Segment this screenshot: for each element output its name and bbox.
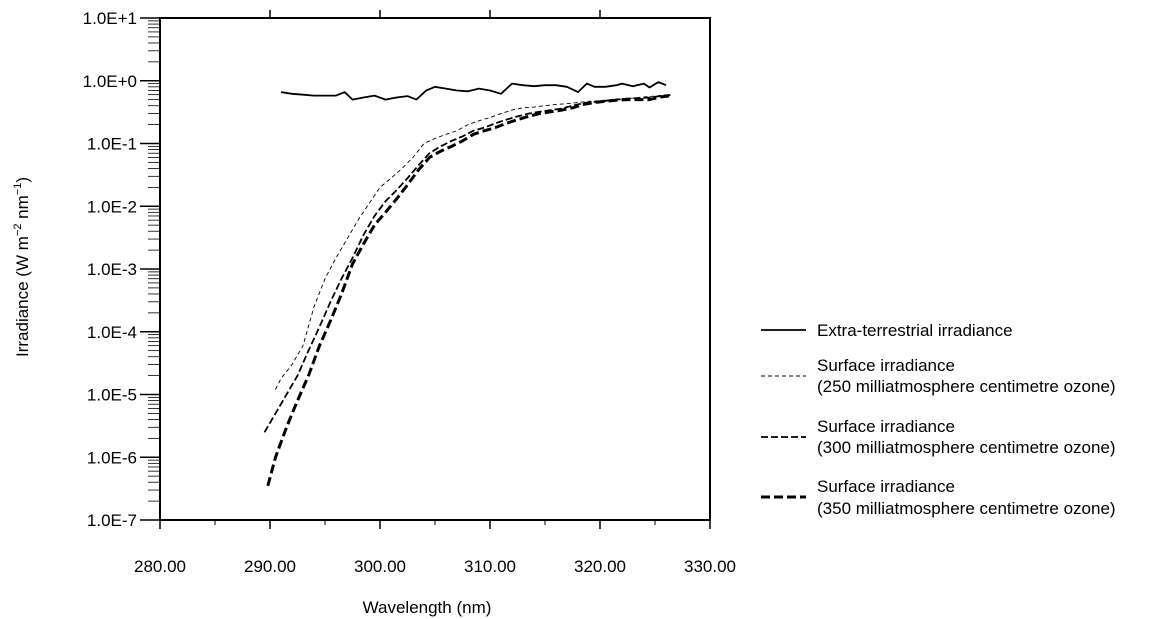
x-tick-label: 310.00	[464, 557, 516, 576]
y-tick-label: 1.0E-3	[87, 260, 137, 279]
series-line-1	[280, 81, 667, 101]
y-tick-label: 1.0E-7	[87, 511, 137, 530]
x-tick-label: 290.00	[244, 557, 296, 576]
y-tick-label: 1.0E-4	[87, 323, 137, 342]
series-line-4	[266, 94, 672, 487]
x-tick-label: 330.00	[684, 557, 736, 576]
x-tick-label: 320.00	[574, 557, 626, 576]
legend-label: Extra-terrestrial irradiance	[817, 321, 1013, 340]
legend-label: (350 milliatmosphere centimetre ozone)	[817, 499, 1116, 518]
series-line-2	[275, 94, 667, 390]
legend-label: (300 milliatmosphere centimetre ozone)	[817, 438, 1116, 457]
y-axis-title: Irradiance (W m−2 nm−1)	[12, 177, 32, 357]
legend-label: (250 milliatmosphere centimetre ozone)	[817, 377, 1116, 396]
tick-labels: 280.00 290.00 300.00 310.00 320.00 330.00 1.0E…	[83, 9, 736, 576]
series-line-3	[263, 93, 672, 433]
y-tick-label: 1.0E+1	[83, 9, 137, 28]
legend-label: Surface irradiance	[817, 356, 955, 375]
series-lines	[263, 81, 672, 487]
x-axis-title: Wavelength (nm)	[363, 598, 492, 617]
plot-frame	[159, 17, 711, 521]
y-minor-ticks	[148, 20, 656, 525]
axis-ticks	[140, 10, 711, 529]
legend-label: Surface irradiance	[817, 417, 955, 436]
y-tick-label: 1.0E-2	[87, 197, 137, 216]
y-tick-label: 1.0E-1	[87, 135, 137, 154]
y-tick-label: 1.0E-5	[87, 386, 137, 405]
y-tick-label: 1.0E-6	[87, 448, 137, 467]
x-tick-label: 300.00	[354, 557, 406, 576]
legend: Extra-terrestrial irradiance Surface irra…	[761, 321, 1116, 518]
legend-label: Surface irradiance	[817, 477, 955, 496]
y-tick-label: 1.0E+0	[83, 72, 137, 91]
x-tick-label: 280.00	[134, 557, 186, 576]
